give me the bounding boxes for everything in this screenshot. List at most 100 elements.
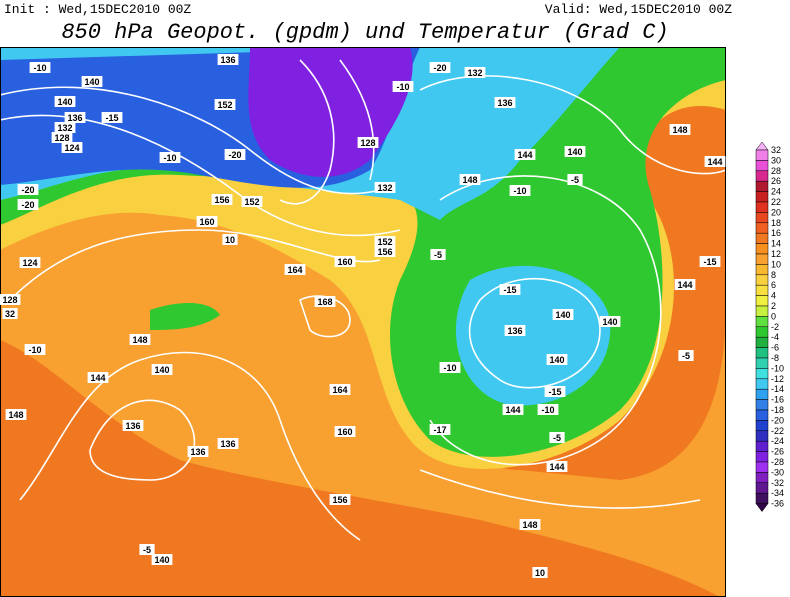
- contour-label: 140: [84, 77, 99, 87]
- contour-label-box: [29, 62, 51, 73]
- contour-label-box: [217, 54, 239, 65]
- contour-label: 168: [317, 297, 332, 307]
- contour-label-box: [187, 446, 209, 457]
- contour-label-box: [214, 99, 236, 110]
- colorbar-label: 2: [771, 301, 776, 311]
- colorbar-label: -14: [771, 384, 784, 394]
- contour-label: -20: [21, 185, 34, 195]
- contour-labels: 140136132128124-20-20-15-10140136152-20-…: [0, 54, 726, 578]
- contour-label: 152: [377, 237, 392, 247]
- colorbar-label: -2: [771, 322, 779, 332]
- contour-label-box: [678, 350, 694, 361]
- contour-label: 148: [8, 410, 23, 420]
- contour-label-box: [669, 124, 691, 135]
- contour-label-box: [494, 97, 516, 108]
- field-patch: [150, 303, 220, 330]
- init-label: Init : Wed,15DEC2010 00Z: [4, 2, 191, 17]
- contour-label: 148: [672, 125, 687, 135]
- colorbar-label: -12: [771, 374, 784, 384]
- colorbar-box: [755, 243, 769, 255]
- colorbar-box: [755, 149, 769, 161]
- contour-label: 132: [57, 123, 72, 133]
- contour-label: 144: [505, 405, 520, 415]
- contour-label: 144: [707, 157, 722, 167]
- colorbar-box: [755, 274, 769, 286]
- contour-label-box: [357, 137, 379, 148]
- contour-label: 136: [497, 98, 512, 108]
- contour-label: 136: [507, 326, 522, 336]
- contour-label-box: [0, 294, 21, 305]
- contour-label-box: [241, 196, 263, 207]
- contour-label-box: [122, 420, 144, 431]
- contour-label: -20: [21, 200, 34, 210]
- contour-label-box: [222, 234, 238, 245]
- contour-label: 156: [377, 247, 392, 257]
- contour-label: -15: [503, 285, 516, 295]
- colorbar-box: [755, 347, 769, 359]
- colorbar-box: [755, 461, 769, 473]
- contour-label-box: [81, 76, 103, 87]
- colorbar-box: [755, 420, 769, 432]
- colorbar-label: -34: [771, 488, 784, 498]
- colorbar-label: -36: [771, 499, 784, 509]
- contour-label: -5: [571, 175, 579, 185]
- contour-label-box: [159, 152, 181, 163]
- colorbar-label: -16: [771, 395, 784, 405]
- contour-label-box: [2, 308, 18, 319]
- colorbar-box: [755, 160, 769, 172]
- colorbar-box: [755, 295, 769, 307]
- colorbar-label: 4: [771, 291, 776, 301]
- contour-label-box: [599, 316, 621, 327]
- contour-label-box: [544, 386, 566, 397]
- colorbar-box: [755, 222, 769, 234]
- contour-label: 160: [337, 427, 352, 437]
- contour-label-box: [54, 122, 76, 133]
- colorbar-box: [755, 253, 769, 265]
- colorbar: 32302826242220181614121086420-2-4-6-8-10…: [755, 141, 784, 513]
- contour-label-box: [549, 432, 565, 443]
- contour-label-box: [699, 256, 721, 267]
- colorbar-box: [755, 388, 769, 400]
- contour-label-box: [24, 344, 46, 355]
- contour-label-box: [374, 236, 396, 247]
- contour-label: 136: [125, 421, 140, 431]
- colorbar-box: [755, 440, 769, 452]
- colorbar-label: 22: [771, 197, 781, 207]
- contour-label: 156: [214, 195, 229, 205]
- contour-label-box: [532, 567, 548, 578]
- contour-label: 164: [287, 265, 302, 275]
- map-title: 850 hPa Geopot. (gpdm) und Temperatur (G…: [61, 20, 668, 45]
- colorbar-box: [755, 180, 769, 192]
- colorbar-label: -28: [771, 457, 784, 467]
- contour-label: -5: [682, 351, 690, 361]
- colorbar-label: -24: [771, 436, 784, 446]
- contour-label-box: [546, 461, 568, 472]
- colorbar-box: [755, 492, 769, 504]
- colorbar-box: [755, 409, 769, 421]
- colorbar-label: -22: [771, 426, 784, 436]
- contour-label-box: [429, 62, 451, 73]
- contour-label-box: [464, 67, 486, 78]
- contour-label-box: [439, 362, 461, 373]
- colorbar-arrow: [755, 503, 769, 513]
- contour-label: -5: [143, 545, 151, 555]
- contour-label: 140: [154, 555, 169, 565]
- contour-label: 136: [220, 55, 235, 65]
- contour-label-box: [51, 132, 73, 143]
- contour-label-box: [499, 284, 521, 295]
- contour-label-box: [502, 404, 524, 415]
- contour-label-box: [217, 438, 239, 449]
- contour-label-box: [284, 264, 306, 275]
- contour-label-box: [5, 409, 27, 420]
- contour-label: -15: [105, 113, 118, 123]
- contour-label-box: [546, 354, 568, 365]
- contour-label: -10: [28, 345, 41, 355]
- contour-label: -15: [703, 257, 716, 267]
- contour-label: -10: [33, 63, 46, 73]
- colorbar-label: -20: [771, 415, 784, 425]
- contour-label: 160: [199, 217, 214, 227]
- contour-label: -20: [228, 150, 241, 160]
- colorbar-label: -10: [771, 363, 784, 373]
- contour-label: -10: [443, 363, 456, 373]
- contour-label: 132: [377, 183, 392, 193]
